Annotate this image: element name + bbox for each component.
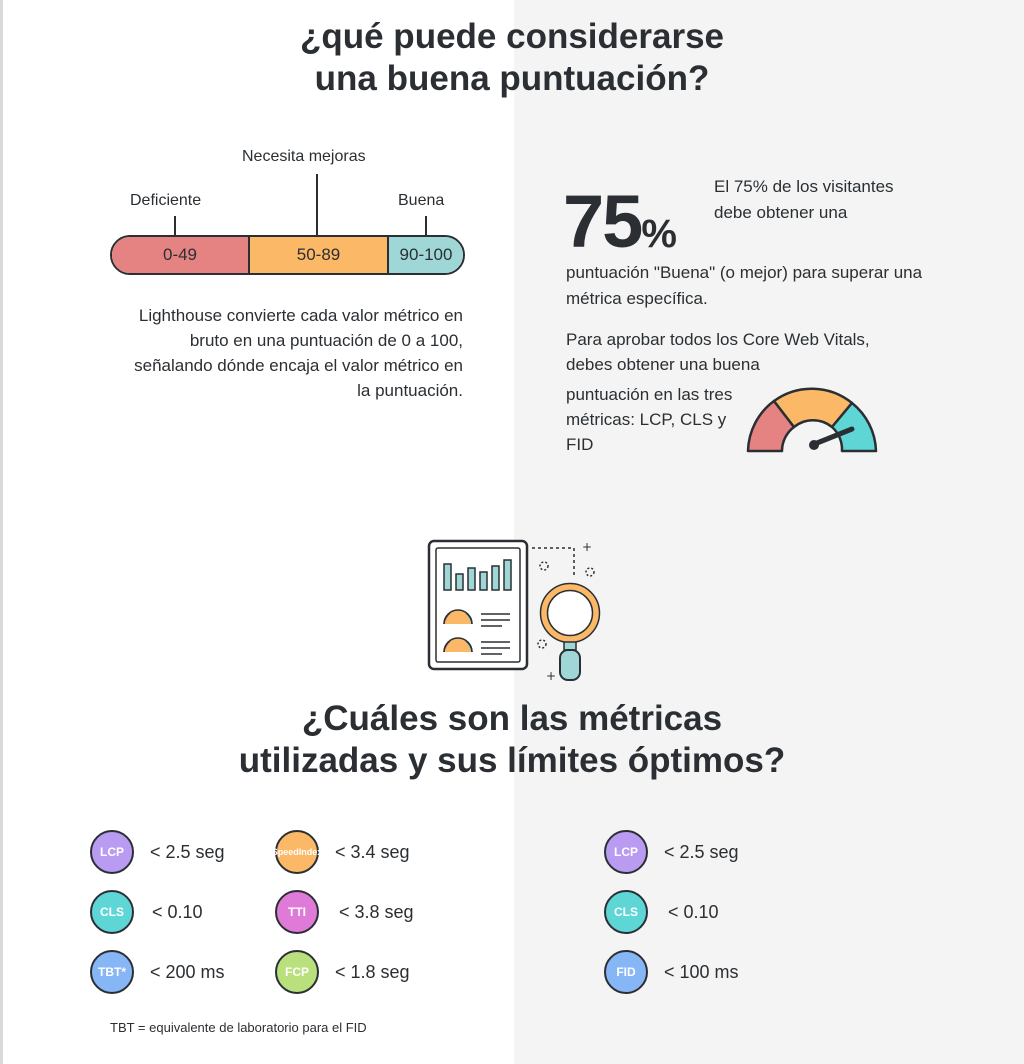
- lcp-badge: LCP: [90, 830, 134, 874]
- tick-needs: [316, 174, 318, 236]
- core-vitals-text-a: Para aprobar todos los Core Web Vitals, …: [566, 330, 870, 374]
- segment-good: 90-100: [389, 237, 463, 273]
- lighthouse-description: Lighthouse convierte cada valor métrico …: [134, 306, 463, 400]
- field-metric-cls: CLS < 0.10: [604, 890, 719, 934]
- field-cls-badge: CLS: [604, 890, 648, 934]
- speed-index-value: < 3.4 seg: [335, 841, 410, 862]
- field-lcp-value: < 2.5 seg: [664, 841, 739, 862]
- tick-poor: [174, 216, 176, 236]
- field-cls-value: < 0.10: [668, 901, 719, 922]
- field-metric-fid: FID < 100 ms: [604, 950, 739, 994]
- label-needs-improvement: Necesita mejoras: [242, 148, 366, 165]
- segment-needs: 50-89: [250, 237, 389, 273]
- label-good: Buena: [398, 192, 445, 209]
- score-heading: ¿qué puede considerarse una buena puntuac…: [299, 17, 725, 98]
- cls-badge: CLS: [90, 890, 134, 934]
- report-magnifier-icon: + +: [427, 539, 601, 683]
- stat-text-b: puntuación "Buena" (o mejor) para supera…: [566, 263, 923, 308]
- stat-text-a: El 75% de los visitantes debe obtener un…: [714, 177, 894, 222]
- field-fid-value: < 100 ms: [664, 961, 739, 982]
- right-panel-background: [514, 0, 1024, 1064]
- fcp-value: < 1.8 seg: [335, 961, 410, 982]
- metric-cls: CLS < 0.10: [90, 890, 203, 934]
- svg-text:+: +: [546, 669, 556, 683]
- percent-stat: 75%: [563, 180, 677, 263]
- metric-fcp: FCP < 1.8 seg: [275, 950, 410, 994]
- tti-value: < 3.8 seg: [339, 901, 414, 922]
- left-edge-border: [0, 0, 3, 1064]
- tti-badge: TTI: [275, 890, 319, 934]
- segment-poor: 0-49: [112, 237, 250, 273]
- svg-text:+: +: [582, 540, 592, 554]
- tick-good: [425, 216, 427, 236]
- cls-value: < 0.10: [152, 901, 203, 922]
- field-metric-lcp: LCP < 2.5 seg: [604, 830, 739, 874]
- field-lcp-badge: LCP: [604, 830, 648, 874]
- field-fid-badge: FID: [604, 950, 648, 994]
- metric-lcp: LCP < 2.5 seg: [90, 830, 225, 874]
- fcp-badge: FCP: [275, 950, 319, 994]
- score-scale-bar: 0-49 50-89 90-100: [110, 235, 465, 275]
- metric-tbt: TBT* < 200 ms: [90, 950, 225, 994]
- speed-index-badge: Speed Index: [272, 830, 322, 874]
- footnote: TBT = equivalente de laboratorio para el…: [110, 1020, 367, 1035]
- lcp-value: < 2.5 seg: [150, 841, 225, 862]
- label-poor: Deficiente: [130, 192, 202, 209]
- speedometer-icon: [746, 387, 878, 453]
- core-vitals-text-b: puntuación en las tres métricas: LCP, CL…: [566, 385, 733, 454]
- metric-tti: TTI < 3.8 seg: [275, 890, 414, 934]
- metrics-heading: ¿Cuáles son las métricas utilizadas y sus…: [238, 699, 786, 780]
- tbt-value: < 200 ms: [150, 961, 225, 982]
- tbt-badge: TBT*: [90, 950, 134, 994]
- metric-speed-index: Speed Index < 3.4 seg: [272, 830, 410, 874]
